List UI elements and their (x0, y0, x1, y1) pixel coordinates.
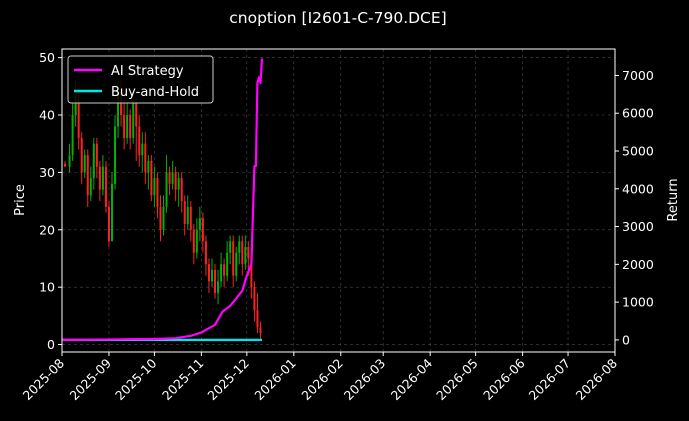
candle-body (71, 114, 74, 156)
y-left-tick-label: 10 (39, 280, 55, 295)
candle-body (250, 258, 253, 288)
candle-body (168, 172, 171, 184)
candle-body (98, 166, 101, 190)
candle-body (189, 206, 192, 230)
y-right-tick-label: 5000 (622, 144, 654, 159)
candle-body (165, 172, 168, 207)
candle-body (217, 281, 220, 293)
candle-body (253, 287, 256, 311)
candle-body (214, 269, 217, 293)
candle-body (226, 252, 229, 276)
candle-body (120, 92, 123, 115)
y-right-tick-label: 3000 (622, 219, 654, 234)
y-left-tick-label: 0 (47, 337, 55, 352)
candle-body (110, 183, 113, 242)
candle-body (232, 241, 235, 276)
candle-body (104, 166, 107, 207)
candle-body (198, 218, 201, 230)
candle-body (186, 206, 189, 225)
candle-body (64, 163, 67, 167)
candle-body (132, 103, 135, 138)
candle-body (144, 143, 147, 173)
candle-body (241, 241, 244, 265)
candle-body (114, 126, 117, 184)
legend-label-buy-and-hold: Buy-and-Hold (111, 85, 199, 100)
candle-body (256, 310, 259, 328)
candle-body (259, 327, 262, 334)
y-axis-left-label: Price (13, 184, 28, 216)
candle-body (80, 137, 83, 173)
y-right-tick-label: 1000 (622, 295, 654, 310)
y-right-tick-label: 0 (622, 332, 630, 347)
candle-body (156, 178, 159, 207)
candle-body (74, 92, 77, 115)
candle-body (162, 206, 165, 230)
candle-body (159, 206, 162, 230)
series-lines (61, 58, 264, 341)
candle-body (210, 269, 213, 282)
candle-body (123, 114, 126, 138)
candle-body (135, 103, 138, 127)
candle-body (207, 264, 210, 282)
y-left-tick-label: 30 (39, 165, 55, 180)
candle-body (223, 264, 226, 276)
candle-body (192, 229, 195, 253)
candle-body (89, 178, 92, 196)
candle-body (177, 178, 180, 190)
y-left-tick-label: 40 (39, 107, 55, 122)
y-right-tick-label: 6000 (622, 106, 654, 121)
candle-body (92, 143, 95, 179)
candle-body (153, 178, 156, 196)
plot-frame (61, 48, 616, 353)
candle-body (95, 143, 98, 167)
legend-label-ai-strategy: AI Strategy (111, 64, 184, 79)
candle-body (83, 155, 86, 173)
candle-body (107, 206, 110, 242)
candlesticks (64, 80, 262, 339)
candle-body (183, 201, 186, 225)
candle-body (147, 160, 150, 173)
candle-body (86, 155, 89, 196)
candle-body (204, 241, 207, 265)
candle-body (150, 160, 153, 196)
candle-body (171, 172, 174, 184)
candle-body (244, 246, 247, 265)
y-left-tick-label: 50 (39, 50, 55, 65)
candle-body (180, 178, 183, 202)
candle-body (247, 246, 250, 259)
candle-body (235, 252, 238, 276)
y-right-tick-label: 4000 (622, 181, 654, 196)
y-left-tick-label: 20 (39, 222, 55, 237)
y-axis-right-label: Return (666, 178, 681, 221)
candle-body (126, 114, 129, 138)
candle-body (220, 264, 223, 282)
legend: AI Strategy Buy-and-Hold (67, 55, 214, 104)
y-right-tick-label: 2000 (622, 257, 654, 272)
candle-body (117, 92, 120, 127)
legend-box (67, 55, 214, 104)
candle-body (141, 143, 144, 156)
candle-body (174, 172, 177, 190)
candle-body (138, 126, 141, 156)
candle-body (77, 92, 80, 138)
candle-body (68, 155, 71, 167)
candle-body (229, 241, 232, 253)
candle-body (238, 241, 241, 253)
candle-body (201, 218, 204, 242)
candle-body (195, 229, 198, 253)
series-line-ai-strategy (61, 58, 264, 341)
candle-body (129, 114, 132, 138)
candle-body (101, 166, 104, 190)
y-right-tick-label: 7000 (622, 68, 654, 83)
chart-title: cnoption [I2601-C-790.DCE] (229, 9, 446, 27)
